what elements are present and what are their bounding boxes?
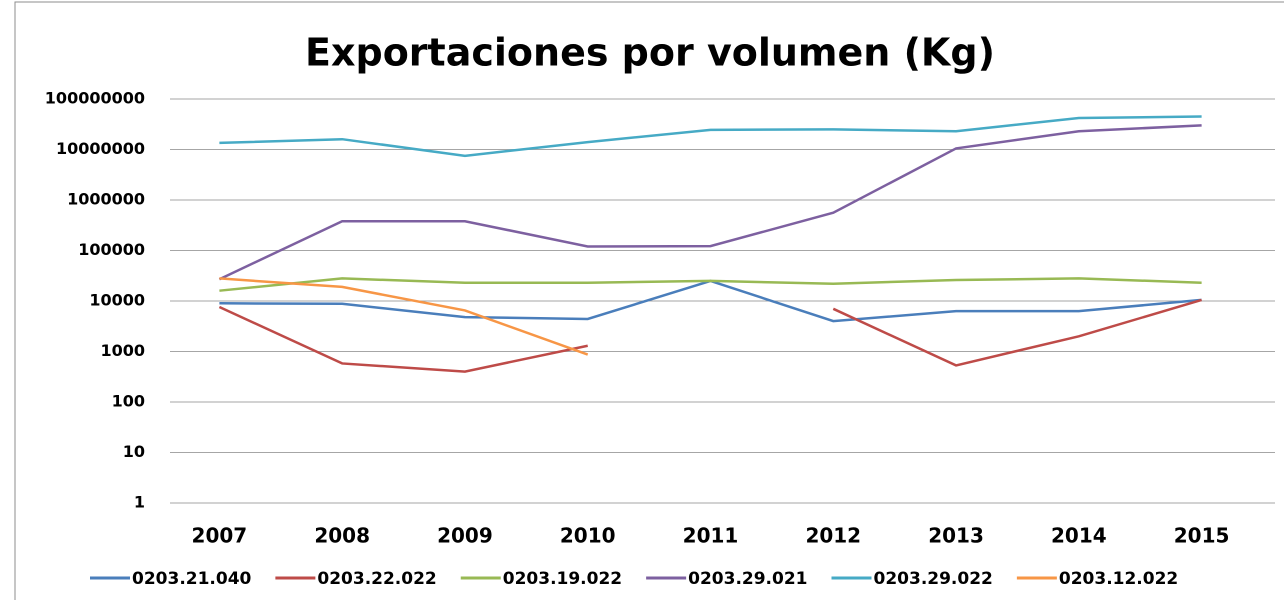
y-tick-label: 10000 xyxy=(89,291,145,310)
x-tick-label: 2013 xyxy=(928,524,984,548)
chart-title: Exportaciones por volumen (Kg) xyxy=(305,31,995,75)
series-line xyxy=(219,277,1202,292)
x-tick-label: 2011 xyxy=(683,524,739,548)
y-tick-label: 10000000 xyxy=(56,139,145,158)
y-tick-label: 10 xyxy=(123,442,145,461)
series-line xyxy=(218,124,1202,281)
x-tick-label: 2009 xyxy=(437,524,493,548)
x-tick-label: 2008 xyxy=(314,524,370,548)
y-tick-label: 1000000 xyxy=(67,190,145,209)
series-line xyxy=(832,298,1202,367)
y-tick-label: 1000 xyxy=(100,341,145,360)
legend-label: 0203.21.040 xyxy=(132,569,252,589)
legend-label: 0203.29.022 xyxy=(874,569,993,589)
x-tick-label: 2015 xyxy=(1174,524,1230,548)
legend-label: 0203.12.022 xyxy=(1059,569,1178,589)
series-line xyxy=(219,277,589,356)
series-line xyxy=(218,305,588,373)
y-tick-label: 1 xyxy=(134,493,145,512)
x-tick-label: 2007 xyxy=(192,524,248,548)
x-tick-label: 2010 xyxy=(560,524,616,548)
legend-label: 0203.19.022 xyxy=(503,569,622,589)
y-tick-label: 100 xyxy=(112,392,145,411)
x-tick-label: 2012 xyxy=(805,524,861,548)
legend-label: 0203.22.022 xyxy=(317,569,436,589)
x-tick-label: 2014 xyxy=(1051,524,1107,548)
series-line xyxy=(219,115,1202,158)
y-tick-label: 100000000 xyxy=(45,89,145,108)
legend-label: 0203.29.021 xyxy=(688,569,807,589)
y-tick-label: 100000 xyxy=(78,240,145,259)
